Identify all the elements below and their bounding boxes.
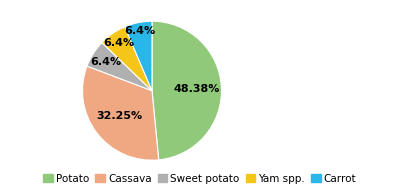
- Text: 6.4%: 6.4%: [104, 38, 135, 48]
- Legend: Potato, Cassava, Sweet potato, Yam spp., Carrot: Potato, Cassava, Sweet potato, Yam spp.,…: [39, 169, 361, 188]
- Wedge shape: [152, 21, 222, 160]
- Wedge shape: [102, 27, 152, 91]
- Wedge shape: [87, 43, 152, 91]
- Wedge shape: [82, 66, 159, 160]
- Text: 32.25%: 32.25%: [96, 111, 142, 121]
- Wedge shape: [125, 21, 152, 91]
- Text: 6.4%: 6.4%: [91, 57, 122, 67]
- Text: 48.38%: 48.38%: [174, 84, 220, 94]
- Text: 6.4%: 6.4%: [124, 26, 155, 36]
